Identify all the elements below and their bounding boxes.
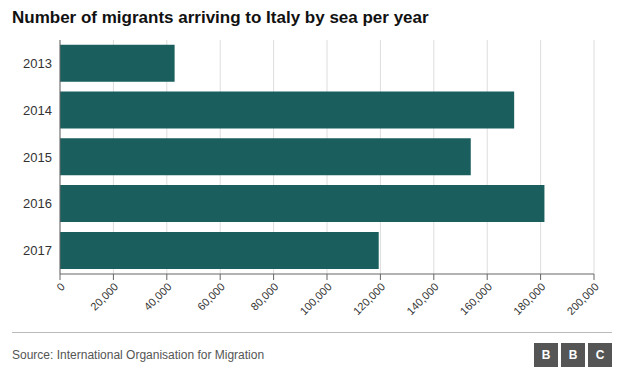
svg-text:0: 0 — [54, 280, 67, 293]
svg-text:120,000: 120,000 — [351, 280, 388, 317]
svg-text:140,000: 140,000 — [404, 280, 441, 317]
svg-text:160,000: 160,000 — [458, 280, 495, 317]
html-text:Source: International Organisa: Source: International Organisation for M… — [12, 348, 265, 362]
html-text:Number of migrants arriving to: Number of migrants arriving to Italy by … — [12, 8, 429, 27]
svg-text:20,000: 20,000 — [88, 280, 120, 312]
svg-text:2015: 2015 — [23, 150, 52, 165]
html-text:C: C — [595, 348, 605, 362]
svg-text:60,000: 60,000 — [195, 280, 227, 312]
svg-text:200,000: 200,000 — [564, 280, 601, 317]
svg-text:180,000: 180,000 — [511, 280, 548, 317]
svg-text:80,000: 80,000 — [248, 280, 280, 312]
html-text:B: B — [568, 348, 578, 362]
svg-text:40,000: 40,000 — [141, 280, 173, 312]
svg-text:2013: 2013 — [23, 56, 52, 71]
svg-text:100,000: 100,000 — [297, 280, 334, 317]
svg-text:2014: 2014 — [23, 103, 52, 118]
svg-text:2016: 2016 — [23, 196, 52, 211]
html-text:B: B — [541, 348, 551, 362]
svg-text:2017: 2017 — [23, 243, 52, 258]
